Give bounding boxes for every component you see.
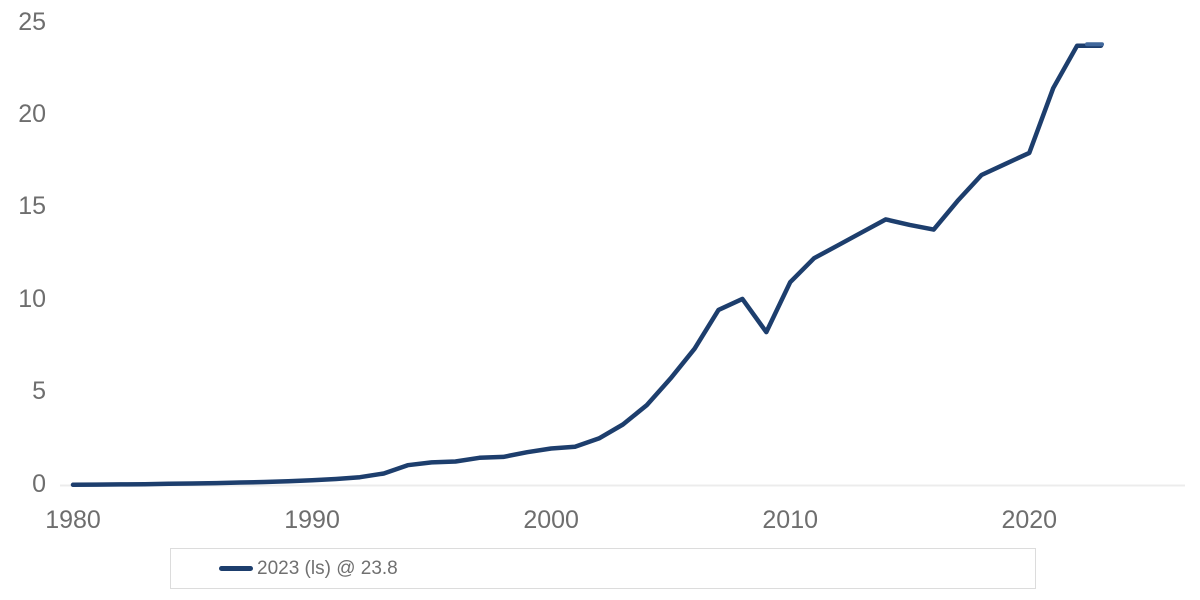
- legend: 2023 (ls) @ 23.8: [170, 548, 1036, 589]
- y-axis-tick-label: 15: [18, 192, 46, 221]
- legend-line-swatch: [219, 566, 253, 571]
- y-axis-tick-label: 25: [18, 7, 46, 36]
- x-axis-tick-label: 2020: [1001, 506, 1058, 534]
- y-axis-tick-label: 20: [18, 99, 46, 128]
- x-axis-tick-label: 1990: [284, 506, 340, 534]
- legend-label: 2023 (ls) @ 23.8: [257, 557, 398, 579]
- legend-item[interactable]: 2023 (ls) @ 23.8: [171, 558, 398, 580]
- y-axis-tick-label: 0: [32, 469, 46, 498]
- x-axis-tick-label: 2000: [523, 506, 579, 534]
- x-axis-tick-label: 1980: [45, 506, 101, 534]
- y-axis-tick-label: 10: [18, 284, 46, 313]
- y-axis-tick-label: 5: [32, 377, 46, 406]
- x-axis-tick-label: 2010: [762, 506, 819, 534]
- data-line: [70, 43, 1104, 488]
